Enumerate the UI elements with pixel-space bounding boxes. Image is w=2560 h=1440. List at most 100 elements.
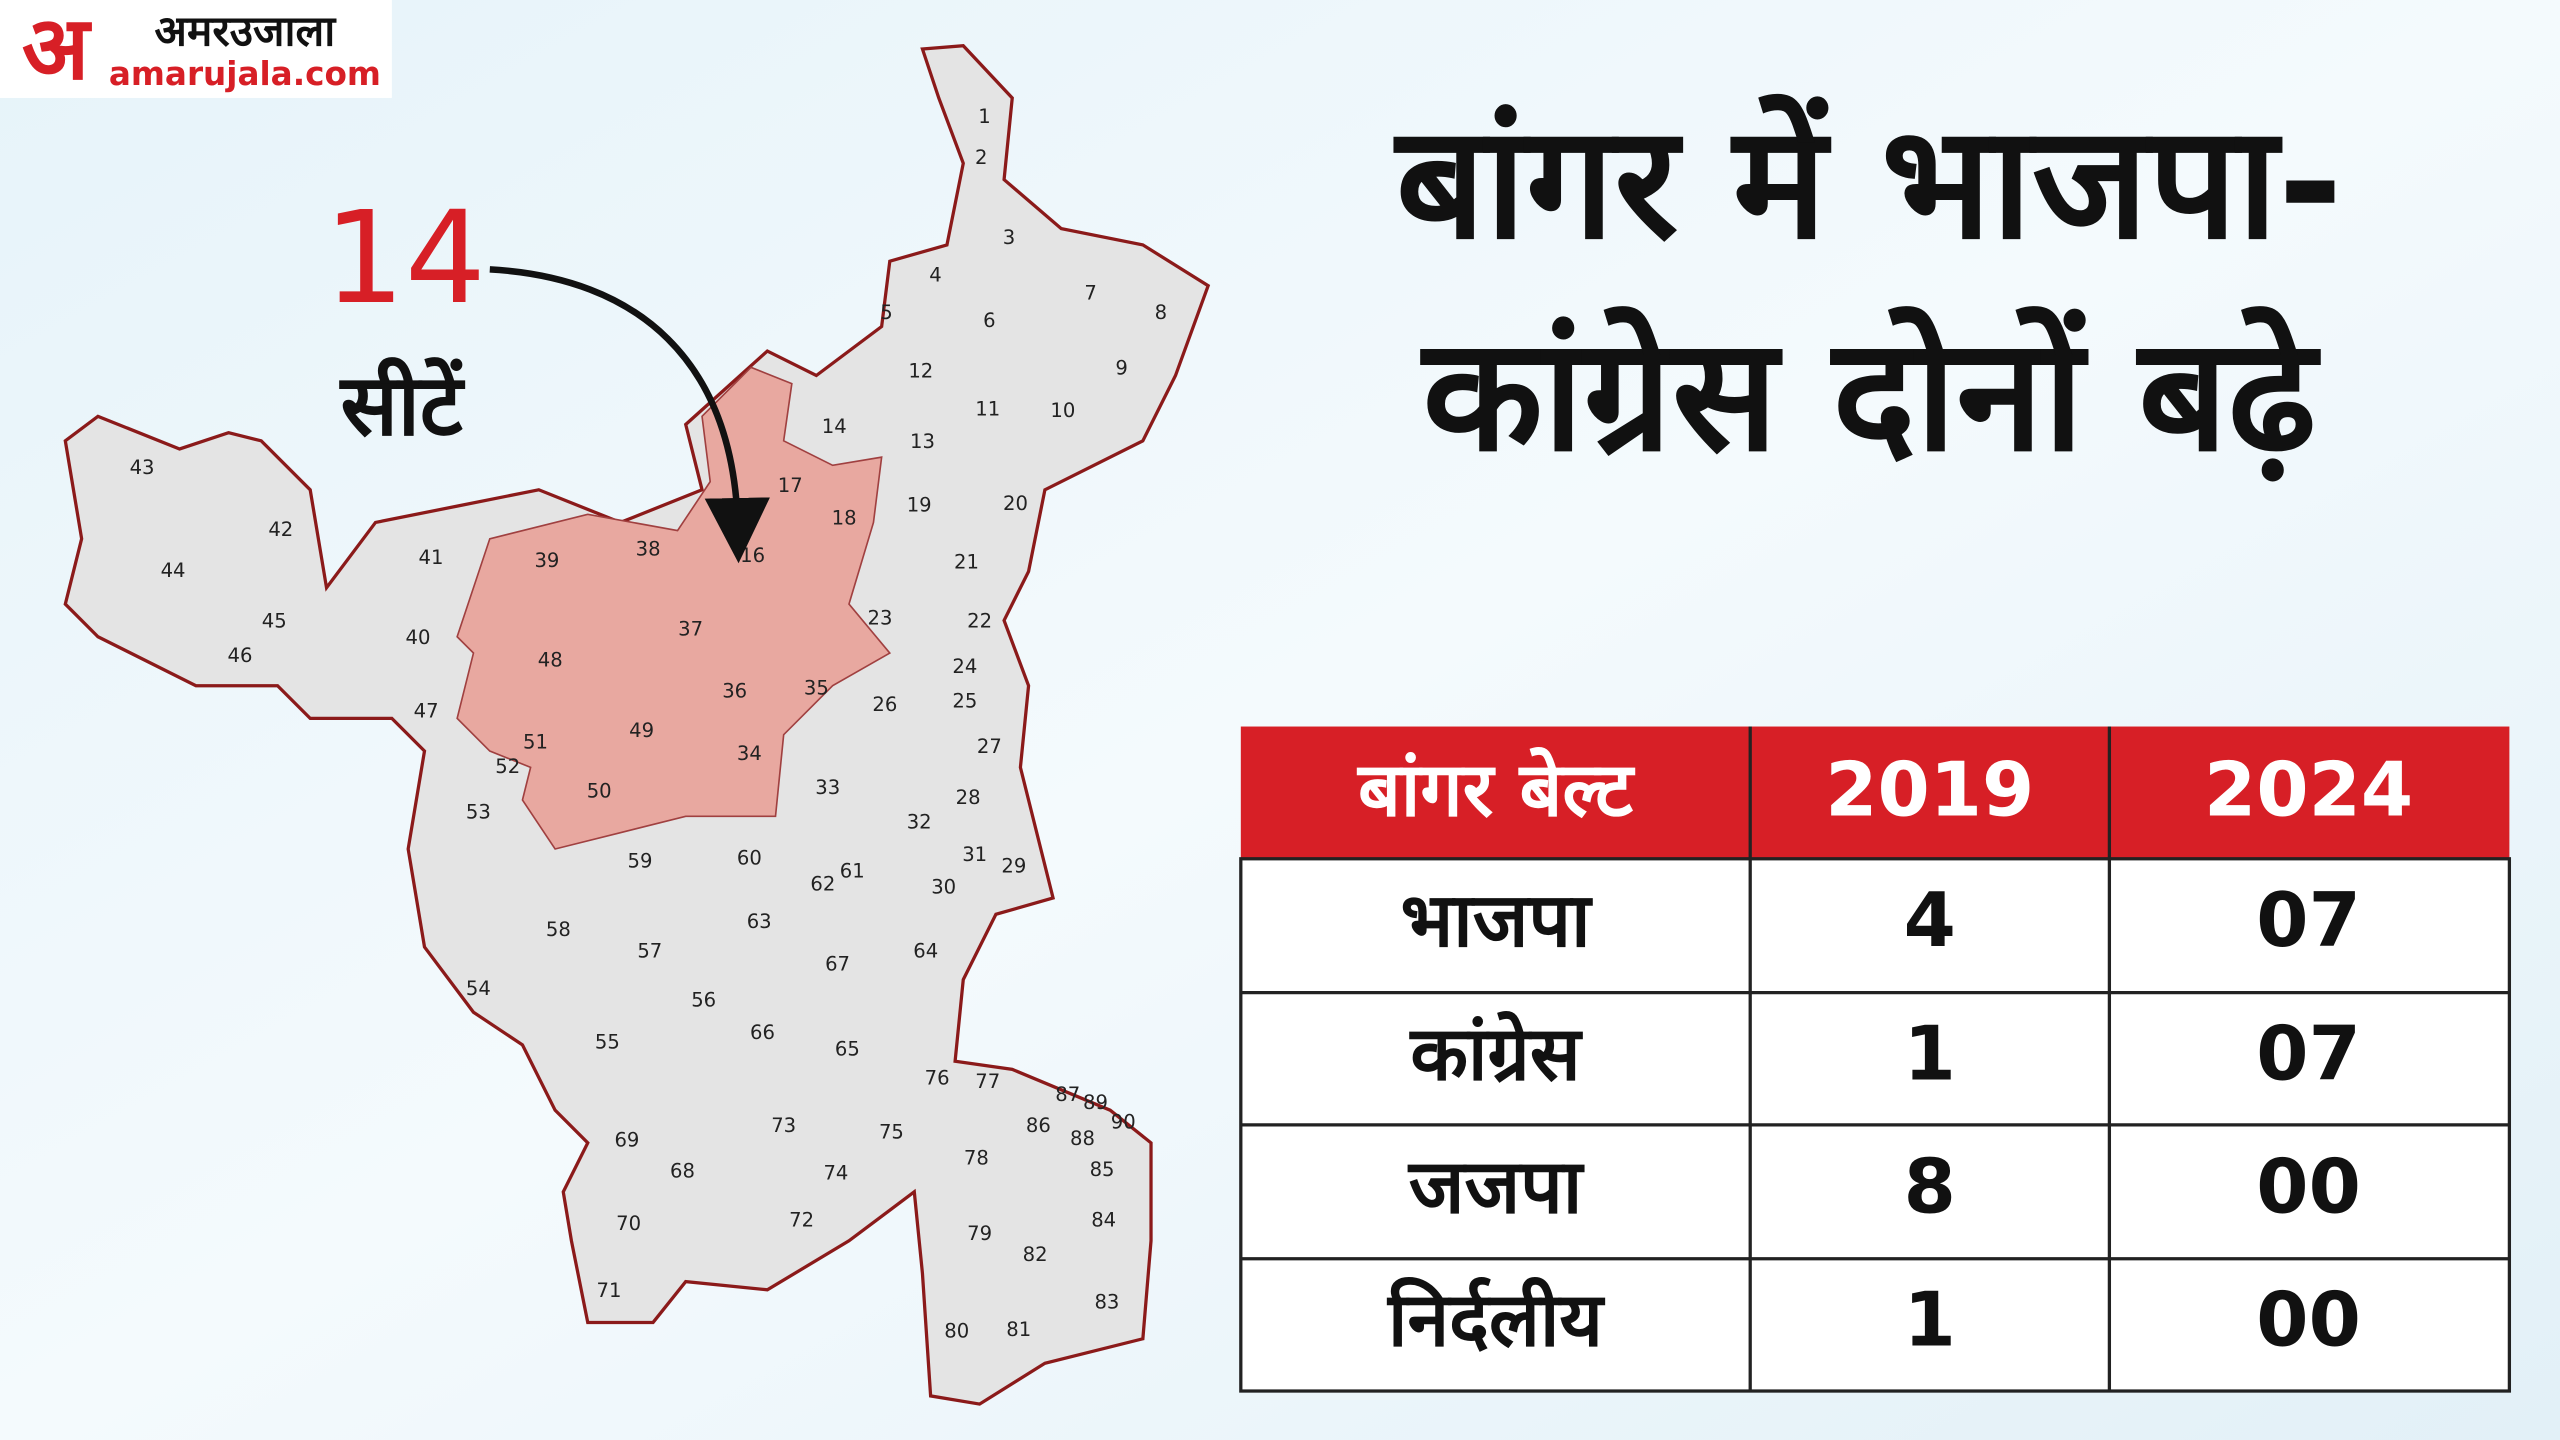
constituency-label: 4 bbox=[929, 263, 941, 286]
constituency-label: 41 bbox=[419, 546, 444, 569]
logo-mark: अ bbox=[22, 0, 93, 99]
constituency-label: 86 bbox=[1026, 1114, 1051, 1137]
constituency-label: 17 bbox=[778, 474, 803, 497]
constituency-label: 89 bbox=[1083, 1091, 1108, 1114]
constituency-label: 37 bbox=[678, 618, 703, 641]
table-cell: 8 bbox=[1904, 1142, 1956, 1230]
constituency-label: 72 bbox=[789, 1209, 814, 1232]
constituency-label: 59 bbox=[628, 850, 653, 873]
constituency-label: 42 bbox=[268, 518, 293, 541]
constituency-label: 73 bbox=[771, 1114, 796, 1137]
constituency-label: 10 bbox=[1050, 399, 1075, 422]
constituency-label: 47 bbox=[414, 699, 439, 722]
constituency-label: 81 bbox=[1006, 1318, 1031, 1341]
seat-count: 14 bbox=[324, 185, 486, 333]
table-cell: जजपा bbox=[1407, 1142, 1585, 1230]
constituency-label: 79 bbox=[967, 1222, 992, 1245]
table-header bbox=[1240, 726, 2510, 859]
constituency-label: 1 bbox=[978, 105, 990, 128]
constituency-label: 43 bbox=[130, 456, 155, 479]
constituency-label: 62 bbox=[810, 872, 835, 895]
logo-site: amarujala.com bbox=[109, 55, 381, 93]
constituency-label: 34 bbox=[737, 742, 762, 765]
constituency-label: 23 bbox=[868, 606, 893, 629]
logo-name: अमरउजाला bbox=[155, 8, 338, 57]
constituency-label: 54 bbox=[466, 977, 491, 1000]
constituency-label: 77 bbox=[975, 1070, 1000, 1093]
constituency-label: 66 bbox=[750, 1021, 775, 1044]
title-line: बांगर में भाजपा- bbox=[1393, 92, 2343, 274]
constituency-label: 40 bbox=[405, 626, 430, 649]
constituency-label: 53 bbox=[466, 801, 491, 824]
constituency-label: 32 bbox=[907, 810, 932, 833]
constituency-label: 70 bbox=[616, 1212, 641, 1235]
constituency-label: 83 bbox=[1094, 1290, 1119, 1313]
constituency-label: 64 bbox=[913, 939, 938, 962]
constituency-label: 75 bbox=[879, 1121, 904, 1144]
constituency-label: 49 bbox=[629, 719, 654, 742]
constituency-label: 2 bbox=[975, 146, 987, 169]
constituency-label: 88 bbox=[1070, 1127, 1095, 1150]
constituency-label: 36 bbox=[722, 680, 747, 703]
constituency-label: 27 bbox=[977, 735, 1002, 758]
constituency-label: 11 bbox=[975, 397, 1000, 420]
constituency-label: 84 bbox=[1091, 1209, 1116, 1232]
constituency-label: 76 bbox=[925, 1067, 950, 1090]
constituency-label: 71 bbox=[597, 1279, 622, 1302]
table-cell: निर्दलीय bbox=[1386, 1275, 1605, 1363]
constituency-label: 67 bbox=[825, 952, 850, 975]
table-cell: 07 bbox=[2256, 1009, 2361, 1097]
constituency-label: 48 bbox=[538, 649, 563, 672]
constituency-label: 46 bbox=[228, 644, 253, 667]
constituency-label: 38 bbox=[636, 538, 661, 561]
table-cell: 00 bbox=[2256, 1142, 2361, 1230]
constituency-label: 31 bbox=[962, 843, 987, 866]
constituency-label: 9 bbox=[1115, 356, 1127, 379]
table-cell: 00 bbox=[2256, 1275, 2361, 1363]
table-cell: भाजपा bbox=[1400, 876, 1593, 964]
constituency-label: 25 bbox=[952, 690, 977, 713]
constituency-label: 18 bbox=[832, 507, 857, 530]
constituency-label: 63 bbox=[747, 910, 772, 933]
constituency-label: 16 bbox=[740, 544, 765, 567]
title-line: कांग्रेस दोनों बढ़े bbox=[1420, 304, 2321, 486]
constituency-label: 82 bbox=[1023, 1243, 1048, 1266]
constituency-label: 30 bbox=[931, 876, 956, 899]
constituency-label: 55 bbox=[595, 1031, 620, 1054]
constituency-label: 35 bbox=[804, 676, 829, 699]
constituency-label: 44 bbox=[161, 559, 186, 582]
constituency-label: 14 bbox=[822, 415, 847, 438]
constituency-label: 21 bbox=[954, 551, 979, 574]
constituency-label: 69 bbox=[614, 1129, 639, 1152]
constituency-label: 78 bbox=[964, 1147, 989, 1170]
constituency-label: 8 bbox=[1155, 301, 1167, 324]
constituency-label: 80 bbox=[944, 1320, 969, 1343]
constituency-label: 56 bbox=[691, 988, 716, 1011]
constituency-label: 61 bbox=[840, 859, 865, 882]
constituency-label: 45 bbox=[262, 610, 287, 633]
constituency-label: 57 bbox=[637, 939, 662, 962]
table-rules bbox=[1240, 726, 2510, 1392]
constituency-label: 24 bbox=[952, 655, 977, 678]
arrow bbox=[489, 266, 770, 564]
constituency-label: 28 bbox=[956, 786, 981, 809]
logo-box bbox=[0, 0, 392, 98]
constituency-label: 68 bbox=[670, 1160, 695, 1183]
constituency-label: 3 bbox=[1003, 226, 1015, 249]
constituency-label: 39 bbox=[534, 549, 559, 572]
table-header-cell: 2019 bbox=[1825, 746, 2034, 834]
table-cell: 07 bbox=[2256, 876, 2361, 964]
seat-label: सीटें bbox=[339, 356, 466, 455]
table-cell: कांग्रेस bbox=[1408, 1009, 1582, 1097]
constituency-label: 12 bbox=[908, 360, 933, 383]
constituency-label: 87 bbox=[1055, 1083, 1080, 1106]
constituency-label: 74 bbox=[823, 1161, 848, 1184]
constituency-label: 26 bbox=[872, 693, 897, 716]
constituency-label: 19 bbox=[907, 494, 932, 517]
constituency-label: 7 bbox=[1084, 281, 1096, 304]
table-cell: 1 bbox=[1904, 1009, 1956, 1097]
constituency-label: 51 bbox=[523, 730, 548, 753]
table-cell: 4 bbox=[1904, 876, 1956, 964]
